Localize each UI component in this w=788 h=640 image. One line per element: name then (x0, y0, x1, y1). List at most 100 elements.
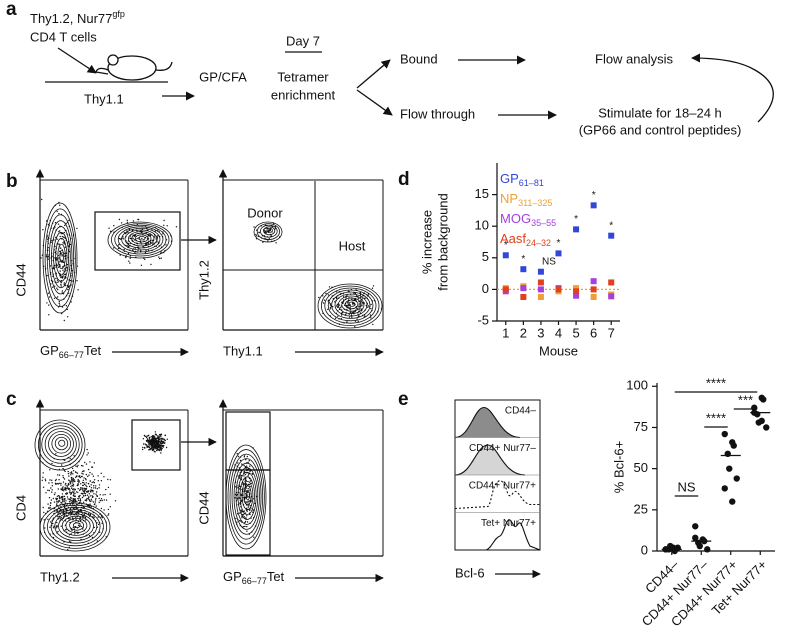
data-point (555, 250, 562, 257)
event-dot (335, 296, 338, 299)
event-dot (72, 483, 75, 486)
significance-label: NS (542, 256, 556, 267)
event-dot (100, 472, 102, 474)
event-dot (49, 504, 52, 507)
legend-entry: GP61–81 (500, 171, 544, 188)
event-dot (347, 290, 349, 292)
x-axis-label: Bcl-6 (455, 565, 485, 580)
event-dot (69, 472, 72, 474)
event-dot (98, 497, 100, 500)
event-dot (246, 495, 248, 497)
event-dot (49, 296, 51, 298)
x-tick-label: 4 (555, 325, 562, 340)
event-dot (68, 219, 70, 222)
event-dot (100, 507, 103, 510)
event-dot (240, 509, 243, 511)
event-dot (340, 314, 343, 316)
y-tick-label: 75 (634, 419, 648, 434)
event-dot (63, 282, 65, 284)
data-point (721, 485, 728, 492)
event-dot (93, 516, 95, 519)
x-tick-label: 7 (608, 325, 615, 340)
event-dot (92, 501, 95, 503)
event-dot (107, 486, 110, 489)
event-dot (71, 497, 73, 499)
event-dot (45, 492, 47, 494)
contour (34, 419, 86, 471)
event-dot (84, 516, 87, 519)
event-dot (84, 493, 87, 495)
histogram-row-label: Tet+ Nur77+ (481, 518, 536, 529)
bound-label: Bound (400, 51, 438, 66)
contour (69, 520, 84, 531)
data-point (721, 430, 728, 438)
event-dot (82, 487, 84, 489)
y-axis-label: from background (435, 193, 450, 291)
event-dot (68, 498, 71, 500)
event-dot (56, 509, 59, 511)
event-dot (55, 526, 58, 528)
event-dot (97, 523, 100, 526)
significance-label: * (574, 214, 578, 225)
event-dot (143, 434, 146, 437)
event-dot (62, 501, 64, 503)
event-dot (97, 516, 99, 518)
event-dot (145, 435, 147, 437)
event-dot (163, 440, 165, 443)
event-dot (122, 236, 124, 238)
event-dot (67, 470, 69, 473)
event-dot (69, 508, 72, 510)
data-point (608, 279, 615, 286)
event-dot (67, 288, 69, 291)
event-dot (246, 455, 248, 458)
event-dot (144, 251, 147, 254)
event-dot (163, 224, 165, 226)
event-dot (60, 276, 62, 279)
event-dot (93, 479, 96, 481)
data-point (590, 202, 597, 209)
event-dot (60, 281, 62, 284)
event-dot (82, 484, 85, 487)
event-dot (158, 444, 160, 446)
event-dot (83, 495, 85, 497)
event-dot (243, 488, 245, 490)
event-dot (103, 499, 106, 501)
event-dot (156, 449, 158, 452)
event-dot (70, 474, 72, 476)
contour (107, 221, 173, 259)
event-dot (90, 498, 93, 500)
event-dot (128, 228, 131, 231)
event-dot (88, 498, 90, 500)
event-dot (158, 256, 160, 258)
event-dot (73, 490, 75, 492)
event-dot (367, 305, 370, 307)
event-dot (99, 531, 101, 533)
y-axis-label: CD4 (13, 495, 28, 521)
event-dot (346, 308, 348, 311)
event-dot (96, 488, 99, 490)
event-dot (347, 306, 349, 308)
event-dot (113, 247, 115, 249)
event-dot (47, 489, 49, 491)
event-dot (93, 487, 95, 489)
event-dot (95, 493, 97, 495)
event-dot (47, 256, 49, 258)
contour (54, 436, 69, 451)
event-dot (67, 473, 70, 475)
event-dot (47, 518, 49, 520)
event-dot (246, 530, 248, 532)
event-dot (84, 494, 87, 497)
event-dot (79, 498, 82, 500)
event-dot (157, 441, 159, 444)
event-dot (74, 480, 76, 482)
event-dot (54, 479, 57, 482)
y-tick-label: 10 (475, 218, 489, 233)
gate (225, 411, 271, 471)
y-tick-label: 25 (634, 501, 648, 516)
contour (124, 229, 158, 249)
data-point (520, 293, 527, 300)
event-dot (47, 258, 49, 260)
event-dot (132, 220, 135, 222)
event-dot (42, 476, 44, 478)
event-dot (91, 495, 93, 497)
